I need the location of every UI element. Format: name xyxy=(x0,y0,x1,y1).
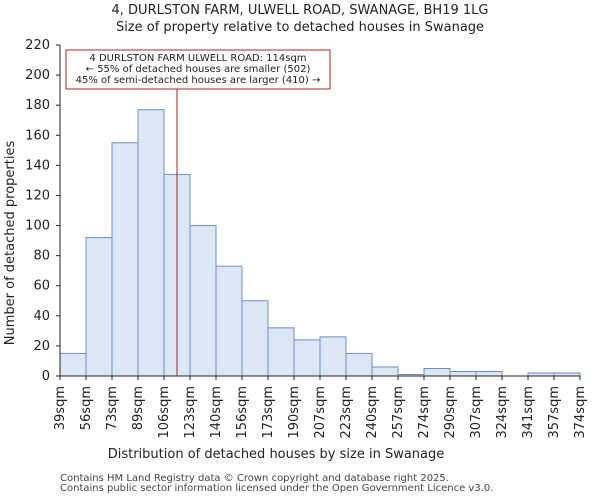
x-tick-label: 190sqm xyxy=(287,386,302,439)
bar-73sqm xyxy=(111,142,139,377)
y-tick-label: 40 xyxy=(33,309,50,324)
x-tick-label: 140sqm xyxy=(209,386,224,439)
bars-group xyxy=(59,109,581,377)
y-tick-label: 160 xyxy=(25,128,50,143)
bar-123sqm xyxy=(189,225,217,377)
annotation-line-2: ← 55% of detached houses are smaller (50… xyxy=(86,64,311,75)
y-tick-label: 20 xyxy=(33,339,50,354)
bar-173sqm xyxy=(267,327,295,377)
annotation-box: 4 DURLSTON FARM ULWELL ROAD: 114sqm ← 55… xyxy=(65,49,331,90)
x-tick-label: 106sqm xyxy=(157,386,172,439)
annotation-line-3: 45% of semi-detached houses are larger (… xyxy=(76,75,321,86)
x-tick-label: 240sqm xyxy=(365,386,380,439)
bar-140sqm xyxy=(215,265,243,377)
bar-290sqm xyxy=(449,370,477,377)
bar-307sqm xyxy=(475,370,503,377)
y-tick-label: 140 xyxy=(25,158,50,173)
x-tick-label: 173sqm xyxy=(261,386,276,439)
bar-156sqm xyxy=(241,300,269,377)
y-tick-label: 100 xyxy=(25,219,50,234)
y-tick-label: 120 xyxy=(25,188,50,203)
footer-line-2: Contains public sector information licen… xyxy=(60,483,494,494)
y-tick-label: 220 xyxy=(25,38,50,53)
x-tick-label: 324sqm xyxy=(495,386,510,439)
bar-223sqm xyxy=(345,352,373,377)
y-tick-label: 180 xyxy=(25,98,50,113)
x-tick-label: 89sqm xyxy=(131,386,146,430)
x-tick-label: 73sqm xyxy=(105,386,120,430)
footer-line-1: Contains HM Land Registry data © Crown c… xyxy=(60,473,449,484)
bar-56sqm xyxy=(85,237,113,377)
y-axis-label: Number of detached properties xyxy=(3,141,18,346)
x-axis: 39sqm 56sqm 73sqm 89sqm 106sqm 123sqm 140sqm 15… xyxy=(53,375,588,439)
chart-title: 4, DURLSTON FARM, ULWELL ROAD, SWANAGE, … xyxy=(112,3,489,18)
y-axis: 0 20 40 60 80 100 120 140 160 180 200 220 xyxy=(25,38,61,384)
bar-190sqm xyxy=(293,339,321,377)
x-tick-label: 257sqm xyxy=(391,386,406,439)
x-tick-label: 56sqm xyxy=(79,386,94,430)
y-tick-label: 80 xyxy=(33,249,50,264)
bar-89sqm xyxy=(137,109,165,377)
x-axis-label: Distribution of detached houses by size … xyxy=(108,447,445,462)
annotation-frame xyxy=(65,49,331,90)
x-tick-label: 374sqm xyxy=(573,386,588,439)
x-tick-label: 357sqm xyxy=(547,386,562,439)
x-tick-label: 223sqm xyxy=(339,386,354,439)
x-tick-label: 274sqm xyxy=(417,386,432,439)
x-tick-label: 207sqm xyxy=(313,386,328,439)
x-tick-label: 290sqm xyxy=(443,386,458,439)
x-tick-label: 39sqm xyxy=(53,386,68,430)
y-tick-label: 60 xyxy=(33,279,50,294)
x-tick-label: 341sqm xyxy=(521,386,536,439)
x-tick-label: 156sqm xyxy=(235,386,250,439)
annotation-line-1: 4 DURLSTON FARM ULWELL ROAD: 114sqm xyxy=(89,53,306,64)
x-tick-label: 307sqm xyxy=(469,386,484,439)
x-tick-label: 123sqm xyxy=(183,386,198,439)
y-tick-label: 200 xyxy=(25,68,50,83)
y-tick-label: 0 xyxy=(42,369,50,384)
chart-subtitle: Size of property relative to detached ho… xyxy=(116,20,484,35)
bar-39sqm xyxy=(59,352,87,377)
bar-240sqm xyxy=(371,366,399,377)
bar-207sqm xyxy=(319,336,347,377)
bar-274sqm xyxy=(423,367,451,377)
